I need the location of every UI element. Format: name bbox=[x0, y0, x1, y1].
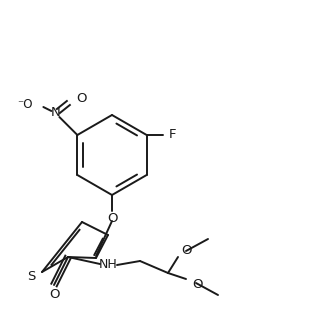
Text: N: N bbox=[51, 107, 60, 119]
Text: ⁻O: ⁻O bbox=[17, 98, 32, 112]
Text: NH: NH bbox=[99, 258, 117, 272]
Text: O: O bbox=[76, 92, 87, 105]
Text: O: O bbox=[107, 212, 117, 224]
Text: O: O bbox=[192, 278, 203, 292]
Text: F: F bbox=[169, 129, 176, 141]
Text: S: S bbox=[28, 270, 36, 282]
Text: O: O bbox=[49, 289, 59, 301]
Text: O: O bbox=[181, 243, 192, 256]
